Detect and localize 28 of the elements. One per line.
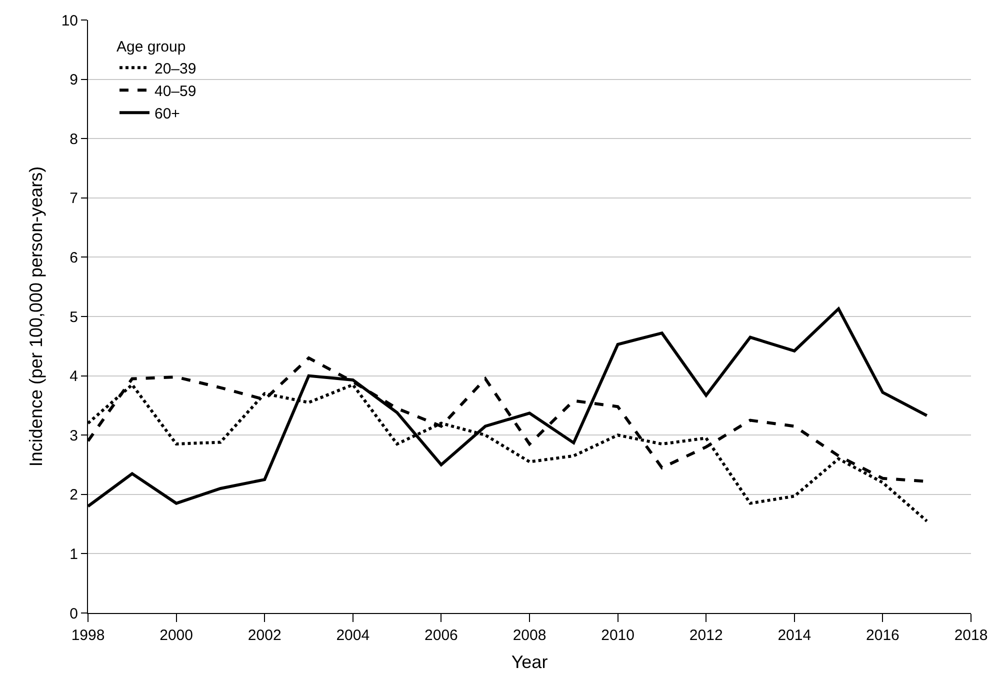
y-tick-label: 7 [70, 190, 78, 208]
y-tick-label: 5 [70, 308, 78, 326]
x-tick-label: 2012 [689, 627, 723, 644]
legend-label: 40–59 [154, 82, 196, 100]
x-tick-label: 2016 [866, 627, 900, 644]
x-tick-label: 2014 [778, 627, 812, 644]
x-tick-label: 2004 [336, 627, 370, 644]
legend-label: 60+ [154, 105, 180, 122]
y-tick-label: 1 [70, 546, 78, 563]
x-tick-label: 1998 [71, 627, 105, 644]
legend-title: Age group [116, 38, 186, 56]
y-tick-label: 0 [70, 605, 78, 622]
x-tick-label: 2010 [601, 627, 634, 644]
y-tick-label: 2 [70, 486, 78, 504]
y-tick-label: 8 [70, 130, 78, 148]
x-tick-label: 2018 [954, 627, 988, 644]
legend-label: 20–39 [154, 60, 196, 78]
x-tick-label: 2000 [160, 627, 193, 644]
x-tick-label: 2008 [512, 627, 546, 644]
x-tick-label: 2006 [424, 627, 458, 644]
y-tick-label: 10 [61, 12, 78, 30]
y-tick-label: 6 [70, 249, 78, 266]
y-tick-label: 4 [70, 368, 78, 386]
x-axis-title: Year [511, 652, 548, 672]
y-axis-title: Incidence (per 100,000 person-years) [26, 166, 46, 467]
x-tick-label: 2002 [248, 627, 282, 644]
y-tick-label: 3 [70, 427, 78, 444]
y-tick-label: 9 [70, 72, 78, 89]
